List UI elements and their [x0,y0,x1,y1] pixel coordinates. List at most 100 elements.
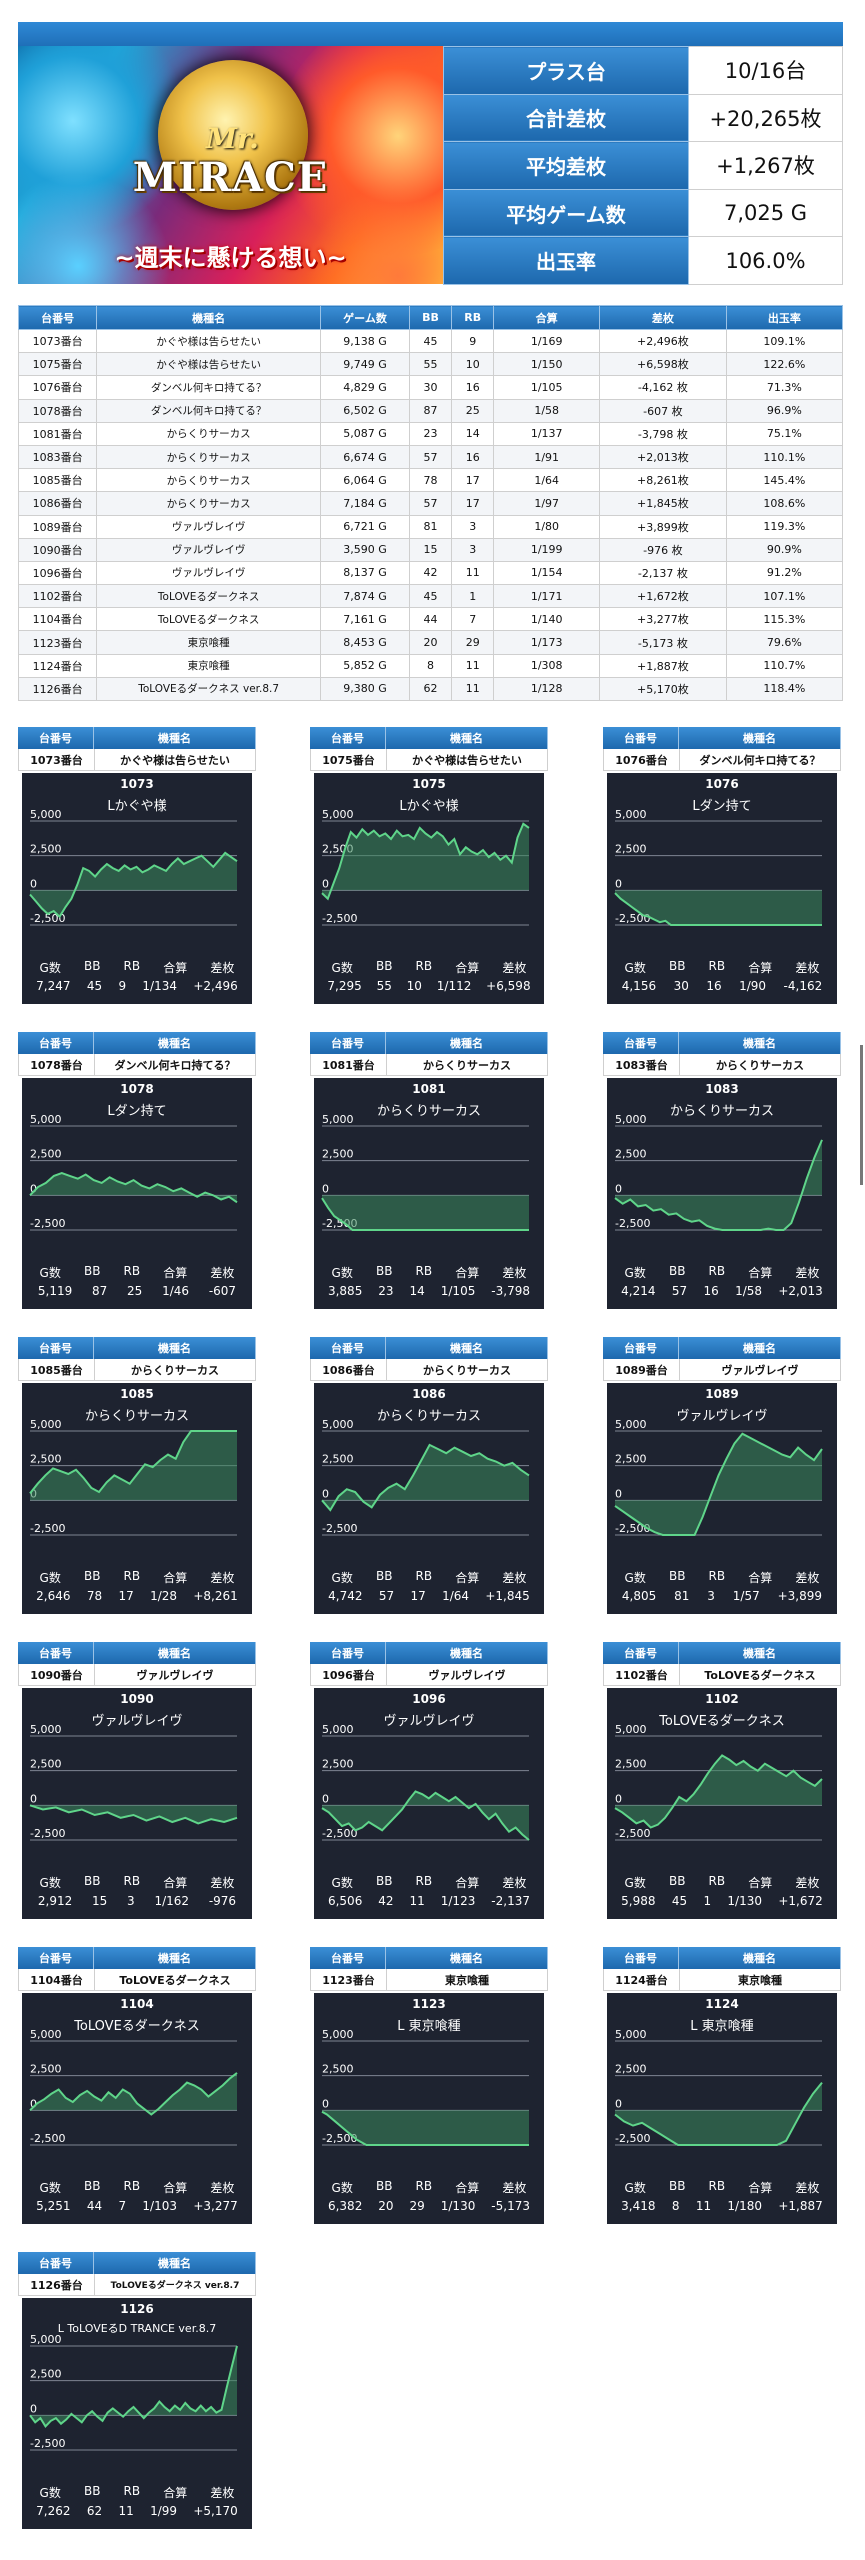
stats-value: -4,162 [783,979,823,993]
tick-label: 0 [30,1792,37,1805]
table-cell: 1076番台 [17,375,98,400]
table-cell: 6,721 G [320,514,410,539]
stats-value: +6,598 [486,979,531,993]
stats-value: 1/123 [440,1894,476,1908]
card-header: 台番号 機種名 [603,1947,841,1969]
card-header-unit: 台番号 [18,1642,94,1664]
stats-label: RB [123,959,141,973]
graph-card: 台番号 機種名 1085番台 からくりサーカス 1085 からくりサーカス 5,000 2,5… [18,1337,256,1614]
table-cell: からくりサーカス [96,468,322,493]
table-cell: 78 [408,468,453,493]
graph-number: 1085 [120,1387,154,1401]
table-cell: 55 [408,352,453,377]
tick-label: 0 [30,2402,37,2415]
column-header: 合算 [493,305,600,330]
table-cell: 1/308 [493,653,600,678]
card-info-row: 1124番台 東京喰種 [603,1969,841,1991]
stats-header: G数 BB RB 合算 差枚 [607,959,837,976]
stats-label: 差枚 [502,1876,527,1890]
tick-label: -2,500 [322,1827,357,1840]
table-cell: 7,874 G [320,584,410,609]
stats-value: 87 [92,1284,108,1298]
stats-value: 4,214 [621,1284,656,1298]
stats-label: 差枚 [502,961,527,975]
card-model: ToLOVEるダークネス [704,1668,816,1682]
card-info-row: 1086番台 からくりサーカス [310,1359,548,1381]
table-cell: 87 [408,398,453,423]
stats-header: G数 BB RB 合算 差枚 [22,1264,252,1281]
stats-label: G数 [39,1876,61,1890]
graph-title: からくりサーカス [376,1409,481,1424]
stats-value: -607 [208,1284,237,1298]
table-cell: 1083番台 [17,444,98,470]
table-cell: 96.9% [725,398,844,423]
series-area [322,1444,529,1510]
top-bar [18,22,843,46]
stats-label: G数 [39,2181,61,2195]
stats-label: RB [415,1874,433,1888]
graph-panel: 1104 ToLOVEるダークネス 5,000 2,500 0 -2,500 G数 BB RB 合… [22,1993,252,2224]
stats-value: 7,295 [327,979,362,993]
card-model: 東京喰種 [738,1973,782,1987]
banner-brand: MIRACE [132,154,329,201]
table-row: 1083番台 からくりサーカス 6,674 G 57 16 1/91 +2,013枚 110.… [17,444,844,470]
card-header-model: 機種名 [386,1032,548,1054]
stats-value: 8 [671,2199,680,2213]
stats-value: 1/162 [154,1894,190,1908]
graph-title: ヴァルヴレイヴ [676,1409,768,1424]
card-header-unit: 台番号 [18,727,94,749]
table-cell: -4,162 枚 [599,375,727,400]
graph-panel: 1081 からくりサーカス 5,000 2,500 0 -2,500 G数 BB RB 合算 差枚 3… [314,1078,544,1309]
tick-label: -2,500 [322,1522,357,1535]
stats-value: 17 [410,1589,426,1603]
table-cell: 8 [408,653,453,678]
table-cell: 8,453 G [320,630,410,655]
stats-label: BB [375,1874,393,1888]
stats-label: 合算 [455,961,480,975]
table-cell: 1/64 [493,468,600,493]
series-line [614,1139,823,1231]
tick-label: -2,500 [30,1827,65,1840]
graph-card: 台番号 機種名 1073番台 かぐや様は告らせたい 1073 Lかぐや様 5,000 2,50… [18,727,256,1004]
series-area [322,1195,529,1230]
banner-tagline: ~週末に懸ける想い~ [114,244,347,272]
table-cell: +2,496枚 [599,328,727,354]
scrollbar[interactable] [860,1045,863,1185]
column-header: 出玉率 [725,305,844,330]
tick-label: 2,500 [30,2063,62,2076]
stats-label: 合算 [163,961,188,975]
series-line [614,1432,823,1536]
table-cell: 9,138 G [320,328,410,354]
stats-value: 2,646 [36,1589,71,1603]
stats-value: 57 [378,1589,395,1603]
graph-card: 台番号 機種名 1096番台 ヴァルヴレイヴ 1096 ヴァルヴレイヴ 5,000 2,500… [310,1642,548,1919]
stats-value: +8,261 [193,1589,238,1603]
table-cell: かぐや様は告らせたい [96,352,322,377]
series-line [321,1443,530,1512]
table-row: 1096番台 ヴァルヴレイヴ 8,137 G 42 11 1/154 -2,137 枚 91.… [17,560,844,586]
column-header: RB [451,305,495,330]
tick-label: 0 [615,2097,622,2110]
table-cell: ToLOVEるダークネス [96,584,322,609]
stats-value: 17 [118,1589,134,1603]
stats-label: BB [668,1569,686,1583]
graph-card: 台番号 機種名 1124番台 東京喰種 1124 L 東京喰種 5,000 2,500 0 -2,… [603,1947,841,2224]
stats-values: 4,742 57 17 1/64 +1,845 [314,1589,544,1603]
tick-label: -2,500 [615,2132,650,2145]
table-cell: 1090番台 [17,537,98,562]
stats-value: 20 [378,2199,394,2213]
graph-title: ToLOVEるダークネス [74,2019,200,2034]
stats-label: RB [123,1569,141,1583]
table-row: 1123番台 東京喰種 8,453 G 20 29 1/173 -5,173 枚 79.6% [17,630,844,655]
graph-number: 1073 [120,777,154,791]
card-unit: 1083番台 [604,1054,680,1075]
table-cell: 11 [451,676,495,702]
card-header-unit: 台番号 [310,1032,386,1054]
series-area [322,823,529,899]
tick-label: -2,500 [30,2437,65,2450]
